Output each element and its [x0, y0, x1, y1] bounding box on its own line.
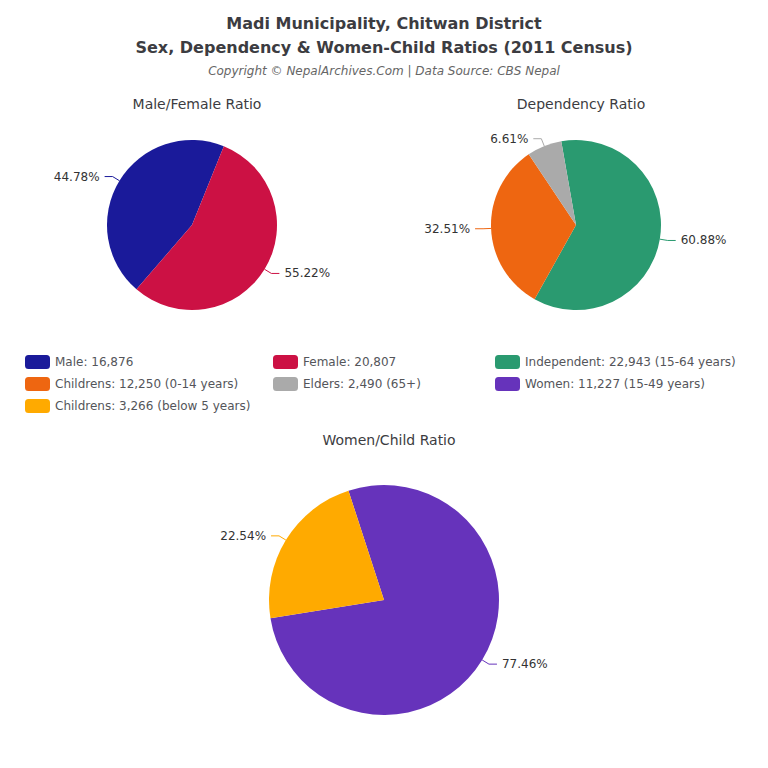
svg-text:Dependency Ratio: Dependency Ratio	[517, 96, 646, 112]
svg-text:Sex, Dependency & Women-Child: Sex, Dependency & Women-Child Ratios (20…	[135, 38, 632, 57]
svg-text:32.51%: 32.51%	[424, 222, 470, 236]
svg-text:Women/Child Ratio: Women/Child Ratio	[322, 432, 455, 448]
svg-text:Male/Female Ratio: Male/Female Ratio	[133, 96, 262, 112]
svg-text:Childrens: 3,266 (below 5 year: Childrens: 3,266 (below 5 years)	[55, 399, 250, 413]
svg-text:Childrens: 12,250 (0-14 years): Childrens: 12,250 (0-14 years)	[55, 377, 238, 391]
svg-text:Copyright © NepalArchives.Com: Copyright © NepalArchives.Com | Data Sou…	[208, 64, 560, 78]
svg-text:44.78%: 44.78%	[54, 170, 100, 184]
svg-text:Women: 11,227 (15-49 years): Women: 11,227 (15-49 years)	[525, 377, 705, 391]
svg-text:Independent: 22,943 (15-64 yea: Independent: 22,943 (15-64 years)	[525, 355, 736, 369]
svg-text:Female: 20,807: Female: 20,807	[303, 355, 396, 369]
svg-text:Madi Municipality, Chitwan Dis: Madi Municipality, Chitwan District	[226, 14, 542, 33]
svg-text:22.54%: 22.54%	[220, 529, 266, 543]
svg-text:77.46%: 77.46%	[502, 657, 548, 671]
svg-text:Elders: 2,490 (65+): Elders: 2,490 (65+)	[303, 377, 421, 391]
svg-text:6.61%: 6.61%	[490, 132, 528, 146]
svg-text:60.88%: 60.88%	[681, 233, 727, 247]
svg-text:Male: 16,876: Male: 16,876	[55, 355, 133, 369]
svg-text:55.22%: 55.22%	[284, 266, 330, 280]
